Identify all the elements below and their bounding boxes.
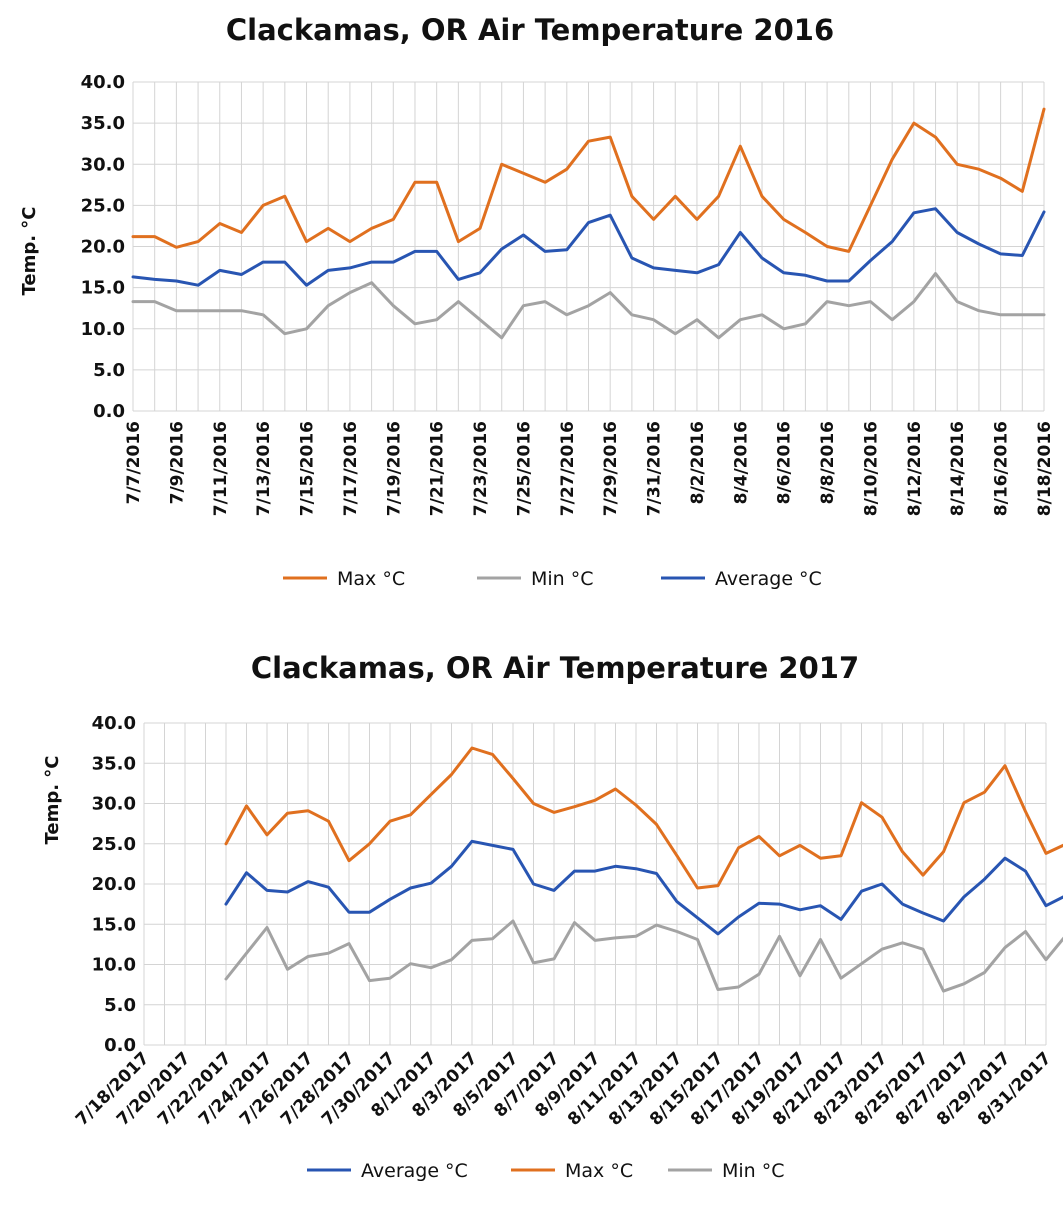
x-tick-label: 8/6/2016 — [775, 421, 795, 504]
x-tick-label: 7/31/2016 — [645, 421, 665, 516]
x-tick-label: 7/19/2016 — [384, 421, 404, 516]
y-axis-label-2017: Temp. °C — [42, 755, 63, 844]
legend-label-average-c: Average °C — [361, 1160, 468, 1182]
y-tick-label: 40.0 — [92, 713, 136, 734]
x-tick-label: 7/27/2016 — [558, 421, 578, 516]
y-axis-label-2016: Temp. °C — [19, 206, 40, 295]
y-tick-label: 30.0 — [92, 794, 136, 815]
x-tick-label: 7/9/2016 — [167, 421, 187, 504]
chart-2017: Clackamas, OR Air Temperature 2017 Temp.… — [42, 651, 1063, 1182]
series-lines-2016 — [131, 107, 1046, 340]
series-line-average-c-2017 — [224, 839, 1063, 936]
x-tick-label: 8/4/2016 — [731, 421, 751, 504]
chart-title-2017: Clackamas, OR Air Temperature 2017 — [251, 651, 859, 685]
x-tick-label: 7/25/2016 — [514, 421, 534, 516]
gridlines-2017 — [143, 722, 1047, 1046]
y-tick-label: 15.0 — [81, 278, 125, 299]
x-tick-label: 8/2/2016 — [688, 421, 708, 504]
y-tick-label: 0.0 — [104, 1035, 136, 1056]
y-tick-label: 30.0 — [81, 154, 125, 175]
series-line-min-c-2017 — [224, 919, 1063, 993]
y-tick-label: 20.0 — [92, 874, 136, 895]
x-tick-label: 7/13/2016 — [254, 421, 274, 516]
legend-2017: Average °C Max °C Min °C — [307, 1160, 785, 1182]
x-tick-label: 8/14/2016 — [948, 421, 968, 516]
chart-2016: Clackamas, OR Air Temperature 2016 Temp.… — [19, 13, 1055, 590]
y-tick-label: 35.0 — [81, 113, 125, 134]
series-line-average-c-2016 — [131, 207, 1046, 287]
legend-label-min-c: Min °C — [531, 568, 594, 590]
legend-label-max-c: Max °C — [337, 568, 405, 590]
x-tick-label: 7/29/2016 — [601, 421, 621, 516]
y-tick-labels-2017: 0.0 5.0 10.0 15.0 20.0 25.0 30.0 35.0 40.0 — [92, 713, 136, 1056]
x-tick-label: 7/17/2016 — [341, 421, 361, 516]
x-tick-label: 8/10/2016 — [861, 421, 881, 516]
series-line-max-c-2017 — [224, 746, 1063, 890]
y-tick-label: 5.0 — [104, 995, 136, 1016]
series-line-max-c-2016 — [131, 107, 1046, 253]
y-tick-label: 40.0 — [81, 72, 125, 93]
y-tick-label: 10.0 — [92, 955, 136, 976]
series-line-min-c-2016 — [131, 272, 1046, 340]
y-tick-labels-2016: 0.0 5.0 10.0 15.0 20.0 25.0 30.0 35.0 40.0 — [81, 72, 125, 422]
legend-label-max-c: Max °C — [565, 1160, 633, 1182]
x-tick-labels-2016: 7/7/2016 7/9/2016 7/11/2016 7/13/2016 7/15/2… — [124, 421, 1055, 516]
y-tick-label: 15.0 — [92, 914, 136, 935]
x-tick-label: 7/11/2016 — [211, 421, 231, 516]
y-tick-label: 10.0 — [81, 319, 125, 340]
x-tick-label: 7/7/2016 — [124, 421, 144, 504]
series-lines-2017 — [224, 746, 1063, 993]
x-tick-label: 7/15/2016 — [298, 421, 318, 516]
y-tick-label: 20.0 — [81, 237, 125, 258]
y-tick-label: 25.0 — [92, 834, 136, 855]
x-tick-label: 8/12/2016 — [905, 421, 925, 516]
x-tick-label: 8/8/2016 — [818, 421, 838, 504]
x-tick-labels-2017: 7/18/20177/20/20177/22/20177/24/20177/26… — [72, 1048, 1055, 1129]
legend-label-min-c: Min °C — [722, 1160, 785, 1182]
y-tick-label: 0.0 — [93, 401, 125, 422]
y-tick-label: 35.0 — [92, 753, 136, 774]
x-tick-label: 8/18/2016 — [1035, 421, 1055, 516]
y-tick-label: 5.0 — [93, 360, 125, 381]
y-tick-label: 25.0 — [81, 195, 125, 216]
legend-label-average-c: Average °C — [715, 568, 822, 590]
chart-title-2016: Clackamas, OR Air Temperature 2016 — [226, 13, 834, 47]
x-tick-label: 7/23/2016 — [471, 421, 491, 516]
legend-2016: Max °C Min °C Average °C — [283, 568, 822, 590]
x-tick-label: 7/21/2016 — [428, 421, 448, 516]
gridlines-2016 — [132, 81, 1045, 412]
x-tick-label: 8/16/2016 — [992, 421, 1012, 516]
